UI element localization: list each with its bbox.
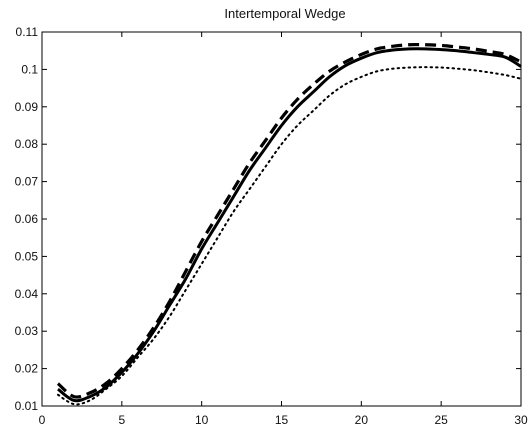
plot-area: [56, 42, 522, 406]
x-tick-label: 20: [355, 413, 369, 427]
y-tick-label: 0.05: [15, 249, 39, 263]
series-line-solid: [57, 47, 522, 403]
y-tick-label: 0.01: [15, 399, 39, 413]
x-tick-label: 10: [195, 413, 209, 427]
x-tick-label: 0: [39, 413, 46, 427]
chart-title: Intertemporal Wedge: [224, 6, 345, 21]
y-tick-label: 0.1: [21, 62, 38, 76]
y-tick-label: 0.08: [15, 137, 39, 151]
y-tick-label: 0.02: [15, 362, 39, 376]
x-tick-label: 30: [514, 413, 528, 427]
series-line-dotted: [56, 66, 522, 406]
y-tick-label: 0.04: [15, 287, 39, 301]
y-tick-label: 0.07: [15, 175, 39, 189]
axes-frame: [41, 31, 522, 407]
series-line-dashed: [56, 42, 522, 399]
x-tick-label: 5: [118, 413, 125, 427]
y-tick-label: 0.11: [16, 25, 39, 39]
y-tick-label: 0.03: [15, 324, 39, 338]
x-tick-label: 15: [275, 413, 289, 427]
x-tick-label: 25: [434, 413, 448, 427]
y-tick-label: 0.06: [15, 212, 39, 226]
y-tick-label: 0.09: [15, 100, 39, 114]
